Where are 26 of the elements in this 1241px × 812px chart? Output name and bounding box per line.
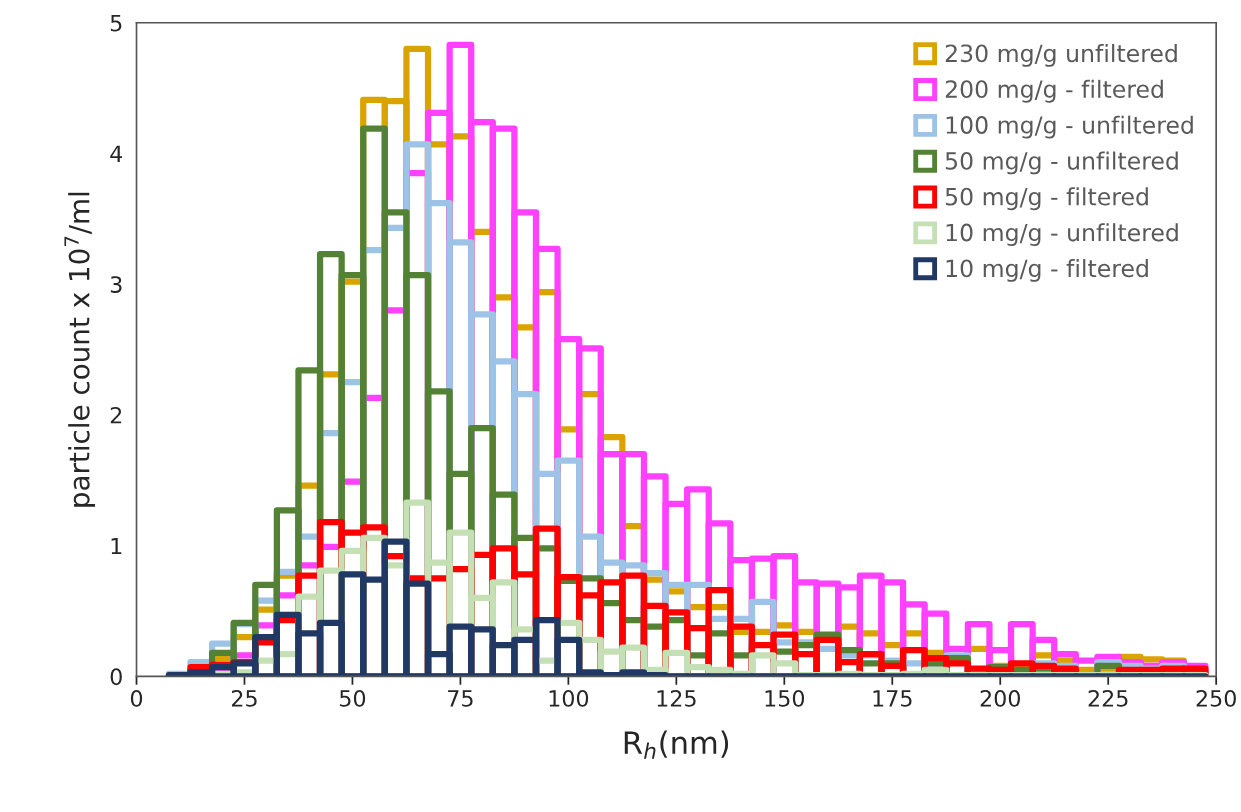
y-axis-title: particle count x 10$^{7}$/ml xyxy=(64,192,96,507)
x-tick-label: 150 xyxy=(765,689,805,707)
x-axis-title: R$_{h}$(nm) xyxy=(624,730,729,759)
x-tick-label: 75 xyxy=(448,690,473,707)
x-tick-label: 125 xyxy=(657,689,696,707)
legend-label: 50 mg/g - unfiltered xyxy=(945,151,1178,175)
x-tick-label: 0 xyxy=(130,689,143,707)
legend-label: 10 mg/g - unfiltered xyxy=(946,223,1178,247)
x-tick-label: 25 xyxy=(231,689,257,707)
legend-label: 10 mg/g - filtered xyxy=(946,259,1148,282)
x-tick-label: 250 xyxy=(1196,689,1236,707)
y-tick-label: 5 xyxy=(110,14,122,32)
x-tick-label: 225 xyxy=(1088,689,1128,707)
x-tick-label: 200 xyxy=(980,689,1020,707)
legend-label: 50 mg/g - filtered xyxy=(945,187,1148,211)
legend-label: 230 mg/g unfiltered xyxy=(945,43,1177,67)
x-tick-label: 175 xyxy=(873,690,912,707)
legend-label: 100 mg/g - unfiltered xyxy=(946,115,1193,139)
x-tick-label: 100 xyxy=(549,689,589,707)
y-tick-label: 4 xyxy=(110,145,123,162)
y-tick-label: 0 xyxy=(110,668,122,686)
x-tick-label: 50 xyxy=(340,689,366,707)
y-tick-label: 3 xyxy=(110,276,122,293)
y-tick-label: 1 xyxy=(111,537,122,555)
legend-label: 200 mg/g - filtered xyxy=(945,79,1163,103)
y-tick-label: 2 xyxy=(110,406,122,424)
